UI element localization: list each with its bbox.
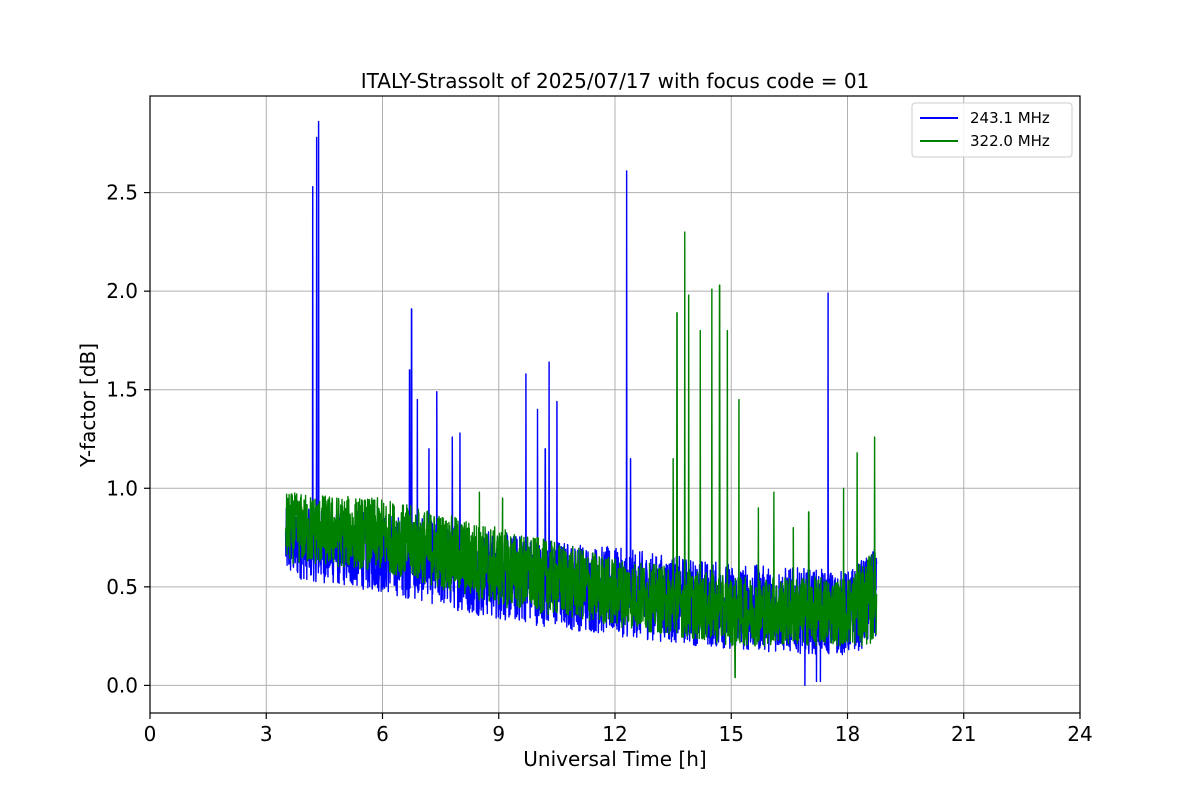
x-tick-label: 12 [602,722,627,746]
plot-area [284,120,878,687]
series-line-2 [284,231,878,679]
chart-title: ITALY-Strassolt of 2025/07/17 with focus… [361,69,870,93]
y-axis-label: Y-factor [dB] [76,343,100,468]
y-tick-label: 0.5 [106,575,138,599]
y-tick-label: 2.5 [106,181,138,205]
y-axis: 0.0 0.5 1.0 1.5 2.0 2.5 [106,181,150,697]
x-axis-label: Universal Time [h] [523,747,706,771]
legend: 243.1 MHz 322.0 MHz [911,102,1073,158]
y-tick-label: 0.0 [106,673,138,697]
x-tick-label: 0 [144,722,157,746]
x-tick-label: 21 [951,722,976,746]
legend-label: 322.0 MHz [970,132,1050,150]
x-tick-label: 6 [376,722,389,746]
y-tick-label: 1.0 [106,476,138,500]
legend-box [911,102,1073,158]
x-tick-label: 9 [492,722,505,746]
x-tick-label: 3 [260,722,273,746]
x-tick-label: 15 [719,722,744,746]
y-tick-label: 1.5 [106,378,138,402]
x-axis: 0 3 6 9 12 15 18 21 24 [144,713,1093,746]
x-tick-label: 18 [835,722,860,746]
grid [149,96,1081,713]
legend-label: 243.1 MHz [970,109,1050,127]
x-tick-label: 24 [1067,722,1092,746]
y-tick-label: 2.0 [106,279,138,303]
